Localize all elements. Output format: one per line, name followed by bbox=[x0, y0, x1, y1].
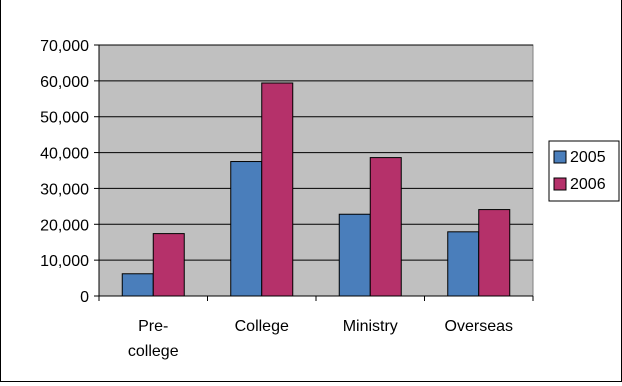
bar-2005-1 bbox=[230, 161, 263, 297]
x-tick-label: College bbox=[235, 318, 289, 335]
y-tick-label: 70,000 bbox=[40, 38, 89, 55]
y-tick-label: 10,000 bbox=[40, 253, 89, 270]
bar-2006-0 bbox=[152, 233, 185, 297]
y-tick-label: 60,000 bbox=[40, 74, 89, 91]
y-tick-label: 30,000 bbox=[40, 181, 89, 198]
y-tick-label: 0 bbox=[80, 289, 89, 306]
y-tick-label: 50,000 bbox=[40, 110, 89, 127]
bar-2006-2 bbox=[369, 157, 402, 297]
bar-2006-3 bbox=[478, 209, 511, 297]
y-tick-label: 20,000 bbox=[40, 217, 89, 234]
x-tick-label: Pre- bbox=[138, 318, 168, 335]
bar-2006-1 bbox=[261, 82, 294, 297]
x-tick-label: Ministry bbox=[343, 318, 398, 335]
legend-swatch-2005 bbox=[553, 150, 567, 164]
x-tick-label: college bbox=[128, 343, 179, 360]
legend-label-2005: 2005 bbox=[570, 149, 606, 166]
x-tick-label: Overseas bbox=[445, 318, 513, 335]
bar-2005-0 bbox=[121, 273, 154, 297]
y-tick-label: 40,000 bbox=[40, 146, 89, 163]
legend-label-2006: 2006 bbox=[570, 176, 606, 193]
legend-swatch-2006 bbox=[553, 177, 567, 191]
bar-2005-2 bbox=[338, 213, 371, 297]
bar-2005-3 bbox=[447, 231, 480, 297]
